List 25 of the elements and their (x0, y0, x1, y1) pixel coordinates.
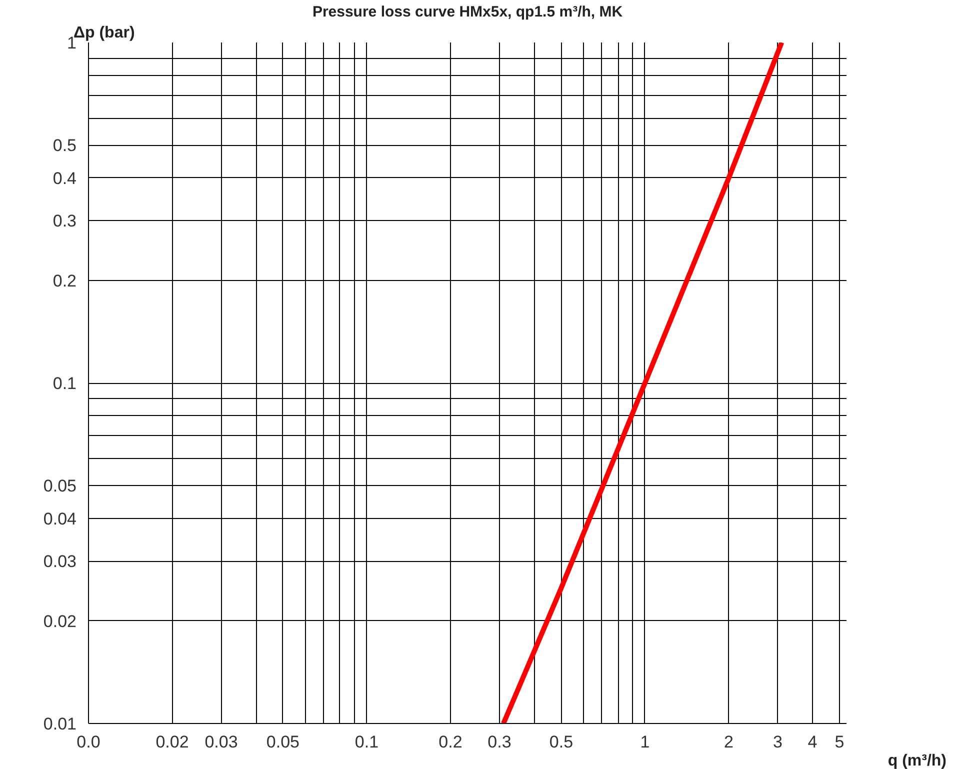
y-tick-label: 0.04 (43, 510, 77, 528)
x-tick-label: 0.03 (204, 732, 238, 752)
x-axis-title: q (m³/h) (888, 752, 947, 769)
y-tick-label: 0.05 (43, 476, 77, 496)
x-tick-label: 0.0 (76, 732, 100, 752)
y-tick-label: 0.02 (43, 612, 77, 631)
x-tick-label: 2 (724, 732, 734, 752)
x-tick-label: 1 (640, 732, 650, 752)
y-tick-label: 0.4 (52, 169, 77, 188)
y-tick-label: 0.03 (43, 552, 77, 572)
y-tick-label: 0.1 (52, 374, 77, 393)
x-tick-label: 5 (834, 732, 844, 752)
y-tick-label: 0.3 (52, 212, 77, 231)
y-tick-label: 0.5 (52, 136, 77, 155)
y-tick-label: 0.2 (52, 272, 77, 290)
chart-title: Pressure loss curve HMx5x, qp1.5 m³/h, MK (312, 4, 623, 20)
x-tick-label: 0.05 (266, 732, 300, 752)
x-tick-label: 0.1 (354, 732, 379, 752)
x-tick-label: 4 (808, 732, 818, 752)
x-tick-label: 0.02 (156, 732, 189, 752)
x-tick-label: 3 (773, 732, 782, 752)
x-tick-label: 0.2 (438, 732, 462, 752)
x-tick-label: 0.3 (488, 732, 512, 752)
y-tick-label: 0.01 (43, 714, 77, 734)
x-tick-label: 0.5 (549, 732, 574, 752)
